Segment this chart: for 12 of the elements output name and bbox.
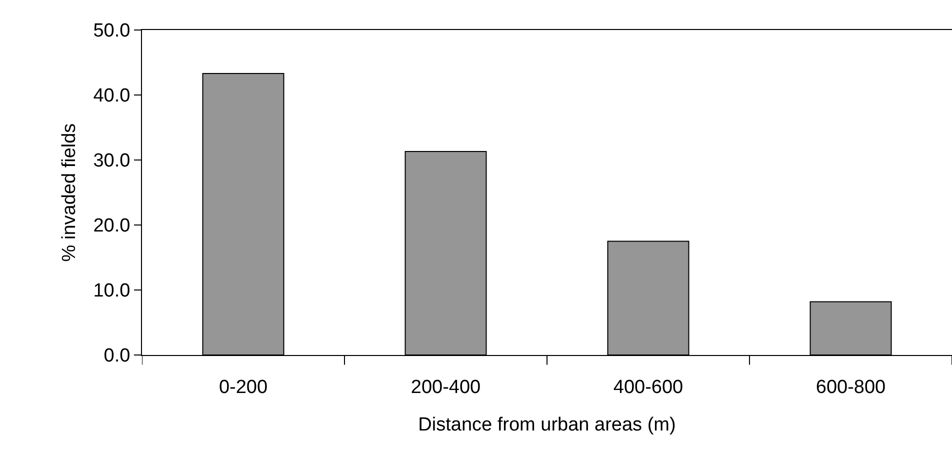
x-axis-title: Distance from urban areas (m) bbox=[418, 414, 676, 436]
x-tick-label: 0-200 bbox=[218, 376, 268, 398]
y-tick-label: 40.0 bbox=[93, 86, 130, 107]
y-tick-label: 50.0 bbox=[93, 20, 130, 42]
y-tick-label: 10.0 bbox=[93, 280, 130, 302]
x-tick-label: 200-400 bbox=[410, 376, 481, 398]
y-tick-label: 30.0 bbox=[93, 150, 130, 172]
x-tick-label: 600-800 bbox=[816, 376, 886, 398]
y-tick-label: 0.0 bbox=[104, 346, 130, 367]
y-axis-title: % invaded fields bbox=[59, 123, 80, 262]
x-tick-label: 400-600 bbox=[613, 376, 684, 398]
y-tick-label: 20.0 bbox=[93, 216, 130, 237]
